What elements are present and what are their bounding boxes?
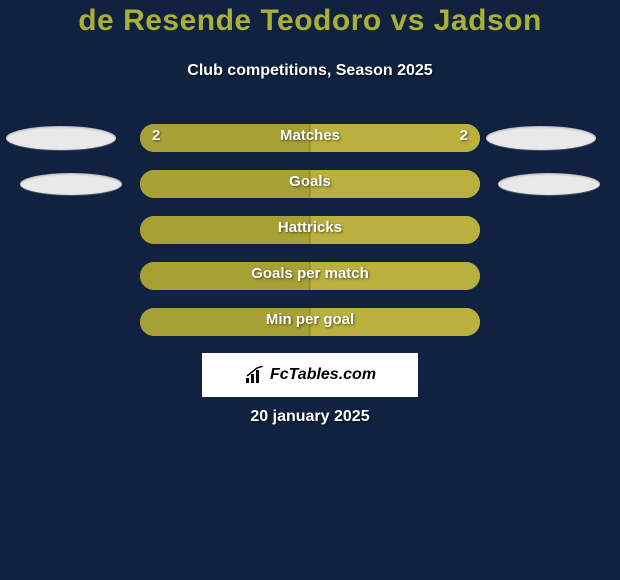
- metric-value-left: 2: [152, 127, 160, 144]
- metric-bar-left: [140, 124, 310, 152]
- bar-center-divider: [309, 308, 311, 336]
- metric-bar-right: [310, 124, 480, 152]
- bar-center-divider: [309, 124, 311, 152]
- bar-center-divider: [309, 170, 311, 198]
- metric-row: Goals: [0, 170, 620, 202]
- page-title: de Resende Teodoro vs Jadson: [0, 4, 620, 38]
- metric-bar: [140, 124, 480, 152]
- logo-box: FcTables.com: [202, 353, 418, 397]
- metric-row: Min per goal: [0, 308, 620, 340]
- bar-chart-icon: [244, 366, 266, 384]
- metric-bar: [140, 216, 480, 244]
- bar-center-divider: [309, 262, 311, 290]
- bar-center-divider: [309, 216, 311, 244]
- player-ellipse-left: [20, 173, 122, 195]
- subtitle: Club competitions, Season 2025: [0, 62, 620, 80]
- metric-bar-left: [140, 308, 310, 336]
- player-ellipse-left: [6, 126, 116, 150]
- date-text: 20 january 2025: [0, 408, 620, 426]
- metric-bar-left: [140, 170, 310, 198]
- metric-bar: [140, 170, 480, 198]
- metric-row: Goals per match: [0, 262, 620, 294]
- metric-bar-right: [310, 170, 480, 198]
- metric-bar-left: [140, 262, 310, 290]
- metric-bar: [140, 308, 480, 336]
- player-ellipse-right: [486, 126, 596, 150]
- player-ellipse-right: [498, 173, 600, 195]
- metric-value-right: 2: [460, 127, 468, 144]
- metric-bar-right: [310, 308, 480, 336]
- metric-bar: [140, 262, 480, 290]
- logo-text: FcTables.com: [270, 366, 376, 384]
- metric-bar-left: [140, 216, 310, 244]
- metric-row: Hattricks: [0, 216, 620, 248]
- infographic-canvas: de Resende Teodoro vs Jadson Club compet…: [0, 0, 620, 580]
- metric-bar-right: [310, 262, 480, 290]
- metric-row: Matches22: [0, 124, 620, 156]
- metric-bar-right: [310, 216, 480, 244]
